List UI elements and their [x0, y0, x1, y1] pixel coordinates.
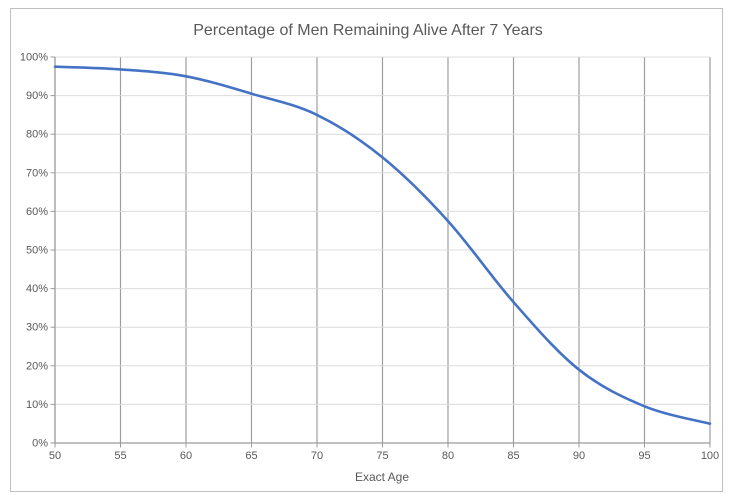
y-tick-label: 10% — [26, 399, 48, 411]
y-tick-label: 90% — [26, 90, 48, 102]
x-axis-title: Exact Age — [355, 470, 409, 484]
x-tick-label: 85 — [507, 450, 519, 462]
x-tick-label: 60 — [180, 450, 192, 462]
x-tick-label: 75 — [376, 450, 388, 462]
y-tick-label: 40% — [26, 283, 48, 295]
x-tick-label: 95 — [638, 450, 650, 462]
x-tick-label: 100 — [701, 450, 719, 462]
y-tick-label: 80% — [26, 129, 48, 141]
y-tick-label: 20% — [26, 360, 48, 372]
data-series-line — [53, 65, 712, 425]
y-tick-label: 100% — [20, 52, 48, 64]
tick-marks — [50, 56, 711, 448]
x-tick-label: 55 — [114, 450, 126, 462]
y-tick-label: 70% — [26, 167, 48, 179]
x-tick-label: 65 — [245, 450, 257, 462]
x-tick-label: 80 — [442, 450, 454, 462]
x-tick-labels: 50 55 60 65 70 75 80 85 90 95 100 — [49, 450, 719, 462]
chart-border — [10, 8, 723, 492]
horizontal-gridlines — [55, 56, 710, 405]
x-tick-label: 90 — [573, 450, 585, 462]
y-tick-label: 50% — [26, 245, 48, 257]
y-tick-label: 60% — [26, 206, 48, 218]
x-tick-label: 70 — [311, 450, 323, 462]
y-tick-label: 0% — [32, 438, 48, 450]
chart-title: Percentage of Men Remaining Alive After … — [193, 22, 543, 39]
y-tick-label: 30% — [26, 322, 48, 334]
y-tick-labels: 0% 10% 20% 30% 40% 50% 60% 70% 80% 90% 100% — [20, 52, 48, 450]
x-tick-label: 50 — [49, 450, 61, 462]
